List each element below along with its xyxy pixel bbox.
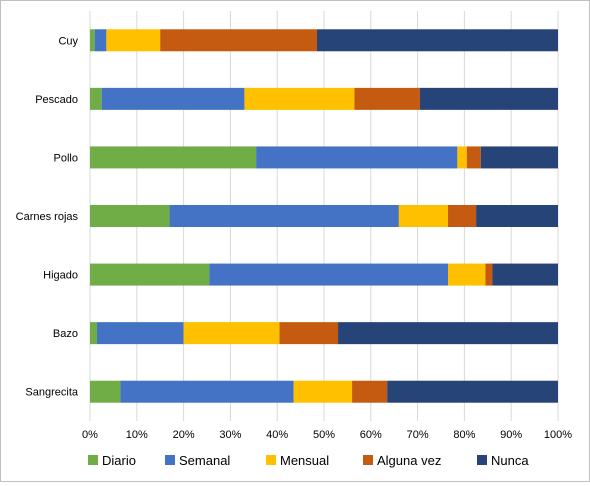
bar-pollo-alguna-vez [466,146,481,169]
x-tick-label-9: 90% [500,429,522,441]
bar-pescado-mensual [244,87,355,110]
legend-swatch-semanal [165,455,175,465]
bar-cuy-nunca [316,29,558,52]
x-tick-label-2: 20% [173,429,195,441]
legend-swatch-diario [88,455,98,465]
bar-higado-semanal [209,263,449,286]
bar-carnes-rojas-diario [90,205,170,227]
bar-sangrecita-mensual [293,380,353,403]
category-label-carnes-rojas: Carnes rojas [16,211,79,223]
bar-sangrecita-nunca [387,380,558,403]
legend-label-semanal: Semanal [179,453,230,468]
bar-sangrecita-diario [90,380,121,403]
x-tick-label-8: 80% [453,429,475,441]
category-label-pescado: Pescado [35,94,78,106]
bar-carnes-rojas-nunca [476,205,558,227]
category-label-cuy: Cuy [58,35,78,47]
bar-bazo-mensual [183,322,280,345]
x-tick-labels: 0% 10% 20% 30% 40% 50% 60% 70% 80% 90% 100% [82,429,572,441]
category-label-sangrecita: Sangrecita [25,387,78,399]
x-tick-label-1: 10% [126,429,148,441]
x-tick-label-4: 40% [266,429,288,441]
bar-pollo-mensual [457,146,467,169]
category-label-higado: Higado [43,270,78,282]
bar-higado-mensual [448,263,486,286]
x-tick-label-6: 60% [360,429,382,441]
bar-pollo-diario [90,146,257,169]
bar-bazo-alguna-vez [279,322,339,345]
legend-label-mensual: Mensual [280,453,329,468]
bar-cuy-semanal [94,29,107,52]
bar-pollo-nunca [480,146,558,169]
bar-higado-diario [90,263,210,286]
bar-cuy-alguna-vez [160,29,317,52]
bar-pollo-semanal [256,146,458,169]
legend: Diario Semanal Mensual Alguna vez Nunca [88,453,529,468]
x-tick-label-0: 0% [82,429,98,441]
bar-pescado-semanal [101,87,245,110]
bar-bazo-semanal [97,322,184,345]
bar-pescado-nunca [419,87,558,110]
x-tick-label-3: 30% [219,429,241,441]
bar-bazo-diario [90,322,98,345]
bar-carnes-rojas-semanal [169,205,399,227]
category-label-pollo: Pollo [54,152,78,164]
bar-bazo-nunca [338,322,558,345]
bar-carnes-rojas-mensual [398,205,449,227]
legend-label-alguna-vez: Alguna vez [377,453,441,468]
legend-swatch-alguna-vez [363,455,373,465]
bar-higado-alguna-vez [485,263,493,286]
x-tick-label-10: 100% [544,429,572,441]
bars [90,29,558,403]
category-label-bazo: Bazo [53,328,78,340]
x-tick-label-7: 70% [407,429,429,441]
bar-pescado-alguna-vez [354,87,420,110]
bar-carnes-rojas-alguna-vez [448,205,477,227]
legend-swatch-mensual [266,455,276,465]
x-tick-label-5: 50% [313,429,335,441]
bar-cuy-diario [90,29,95,52]
bar-pescado-diario [90,87,102,110]
legend-swatch-nunca [477,455,487,465]
legend-label-diario: Diario [102,453,136,468]
bar-cuy-mensual [106,29,161,52]
category-labels: Cuy Pescado Pollo Carnes rojas Higado Bazo San… [16,35,79,398]
bar-sangrecita-semanal [120,380,294,403]
legend-label-nunca: Nunca [491,453,529,468]
bar-sangrecita-alguna-vez [352,380,388,403]
bar-higado-nunca [492,263,558,286]
